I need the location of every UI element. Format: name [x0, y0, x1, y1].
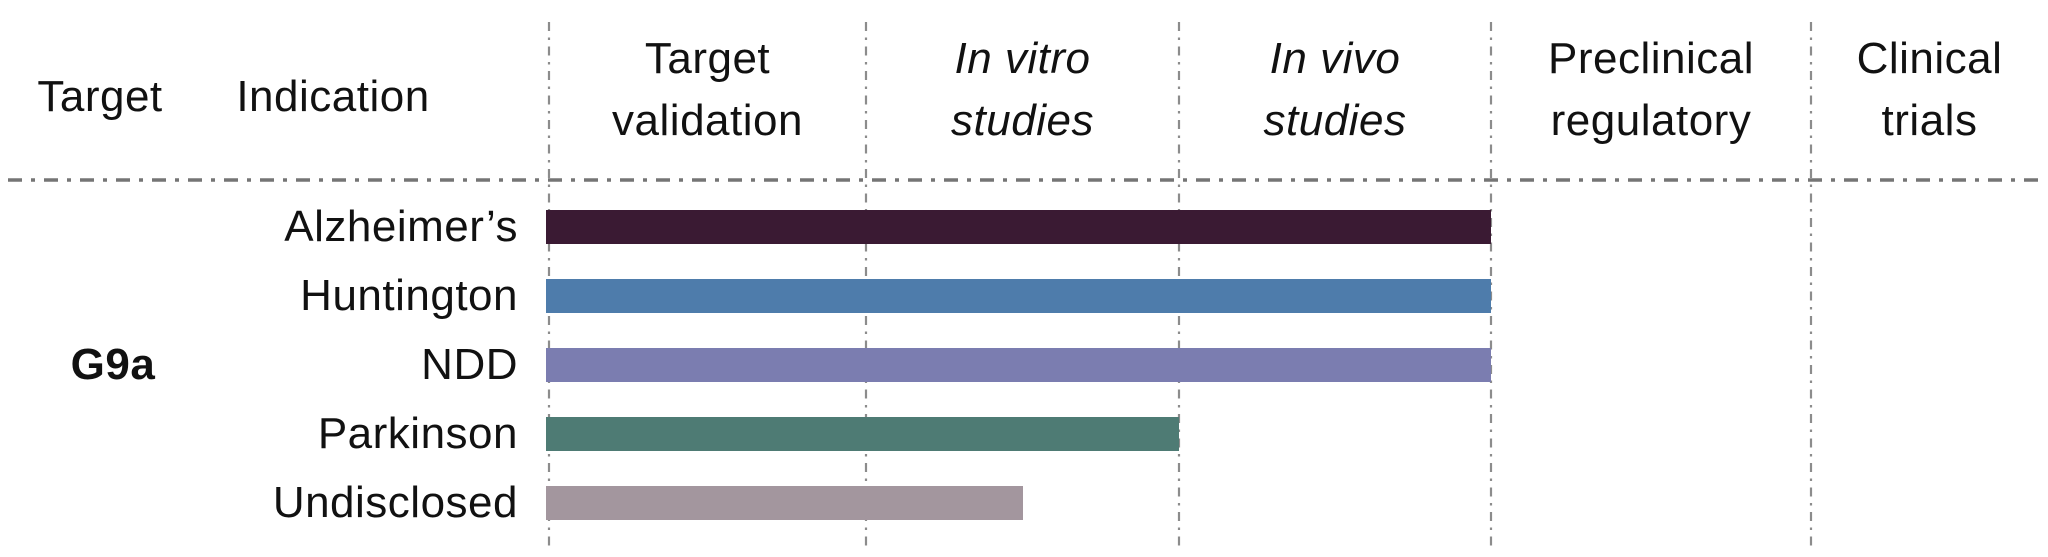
- row-label-parkinson: Parkinson: [317, 409, 518, 458]
- column-header-preclinical-regulatory: Preclinical regulatory: [1481, 28, 1821, 152]
- header-line-1: Preclinical: [1547, 34, 1754, 83]
- bar-alzheimers: [546, 210, 1491, 244]
- header-line-2: studies: [1263, 96, 1407, 145]
- row-label-huntington: Huntington: [300, 271, 518, 320]
- target-group-label: G9a: [70, 340, 156, 389]
- bar-ndd: [546, 348, 1491, 382]
- header-line-1: Target: [644, 34, 771, 83]
- bar-undisclosed: [546, 486, 1023, 520]
- header-line-2: trials: [1881, 96, 1978, 145]
- header-line-1: Clinical: [1856, 34, 2003, 83]
- column-header-clinical-trials: Clinical trials: [1760, 28, 2048, 152]
- column-header-in-vitro-studies: In vitro studies: [853, 28, 1193, 152]
- column-header-in-vivo-studies: In vivo studies: [1165, 28, 1505, 152]
- column-header-indication: Indication: [236, 72, 430, 121]
- header-line-2: regulatory: [1550, 96, 1752, 145]
- bar-huntington: [546, 279, 1491, 313]
- row-label-undisclosed: Undisclosed: [272, 478, 518, 527]
- column-header-target-validation: Target validation: [538, 28, 878, 152]
- header-line-2: validation: [612, 96, 803, 145]
- header-line-2: studies: [951, 96, 1094, 145]
- header-line-1: In vivo: [1269, 34, 1401, 83]
- row-label-alzheimers: Alzheimer’s: [284, 202, 518, 251]
- header-line-1: In vitro: [954, 34, 1091, 83]
- bar-parkinson: [546, 417, 1179, 451]
- row-label-ndd: NDD: [421, 340, 518, 389]
- column-header-target: Target: [37, 72, 163, 121]
